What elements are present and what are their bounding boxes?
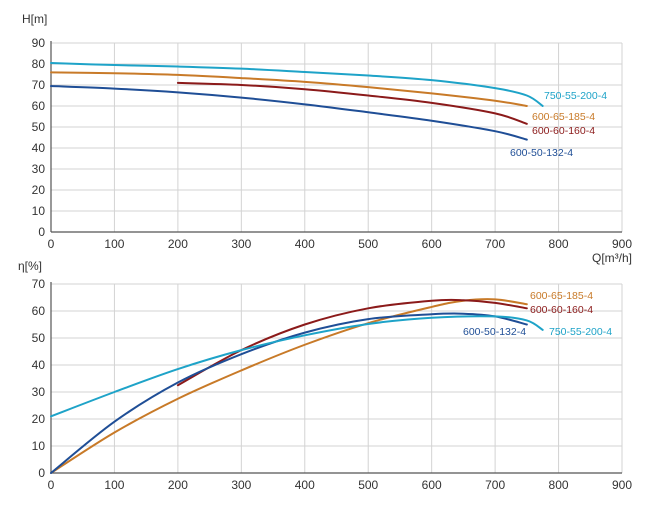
y-tick-label: 20 xyxy=(32,412,46,426)
x-tick-label: 0 xyxy=(48,478,55,492)
y-axis-title: H[m] xyxy=(22,12,47,26)
series-line-600-60-160-4 xyxy=(176,81,528,125)
series-label-600-50-132-4: 600-50-132-4 xyxy=(510,147,573,159)
y-tick-label: 40 xyxy=(32,141,46,155)
series-line-600-50-132-4 xyxy=(50,312,528,474)
y-tick-label: 60 xyxy=(32,99,46,113)
series-label-600-50-132-4: 600-50-132-4 xyxy=(463,326,526,338)
x-tick-label: 900 xyxy=(612,237,632,251)
x-tick-label: 900 xyxy=(612,478,632,492)
y-tick-label: 20 xyxy=(32,183,46,197)
series-label-600-65-185-4: 600-65-185-4 xyxy=(530,290,593,302)
series-line-600-60-160-4 xyxy=(176,298,528,387)
y-tick-label: 10 xyxy=(32,439,46,453)
x-tick-label: 400 xyxy=(295,237,315,251)
series-label-600-60-160-4: 600-60-160-4 xyxy=(530,304,593,316)
x-axis-title: Q[m³/h] xyxy=(592,251,632,265)
series-line-750-55-200-4 xyxy=(50,315,544,418)
x-tick-label: 200 xyxy=(168,237,188,251)
y-tick-label: 30 xyxy=(32,162,46,176)
y-tick-label: 30 xyxy=(32,385,46,399)
y-tick-label: 0 xyxy=(38,225,45,239)
series-line-600-50-132-4 xyxy=(50,85,528,141)
x-tick-label: 600 xyxy=(422,237,442,251)
y-tick-label: 80 xyxy=(32,57,46,71)
y-axis-title: η[%] xyxy=(18,259,42,273)
x-tick-label: 500 xyxy=(358,478,378,492)
series-label-600-60-160-4: 600-60-160-4 xyxy=(532,125,595,137)
x-tick-label: 700 xyxy=(485,478,505,492)
x-tick-label: 300 xyxy=(231,478,251,492)
y-tick-label: 40 xyxy=(32,358,46,372)
x-tick-label: 100 xyxy=(104,237,124,251)
series-line-600-65-185-4 xyxy=(50,298,528,474)
x-tick-label: 400 xyxy=(295,478,315,492)
y-tick-label: 70 xyxy=(32,78,46,92)
y-tick-label: 60 xyxy=(32,304,46,318)
x-tick-label: 700 xyxy=(485,237,505,251)
series-label-750-55-200-4: 750-55-200-4 xyxy=(549,326,612,338)
y-tick-label: 90 xyxy=(32,36,46,50)
x-tick-label: 800 xyxy=(549,478,569,492)
series-line-600-65-185-4 xyxy=(50,71,528,107)
y-tick-label: 10 xyxy=(32,204,46,218)
x-tick-label: 300 xyxy=(231,237,251,251)
y-tick-label: 50 xyxy=(32,120,46,134)
x-tick-label: 500 xyxy=(358,237,378,251)
x-tick-label: 0 xyxy=(48,237,55,251)
series-label-600-65-185-4: 600-65-185-4 xyxy=(532,111,595,123)
x-tick-label: 800 xyxy=(549,237,569,251)
x-tick-label: 200 xyxy=(168,478,188,492)
x-tick-label: 600 xyxy=(422,478,442,492)
y-tick-label: 50 xyxy=(32,331,46,345)
y-tick-label: 70 xyxy=(32,277,46,291)
y-tick-label: 0 xyxy=(38,466,45,480)
series-label-750-55-200-4: 750-55-200-4 xyxy=(544,90,607,102)
x-tick-label: 100 xyxy=(104,478,124,492)
series-line-750-55-200-4 xyxy=(50,61,544,107)
